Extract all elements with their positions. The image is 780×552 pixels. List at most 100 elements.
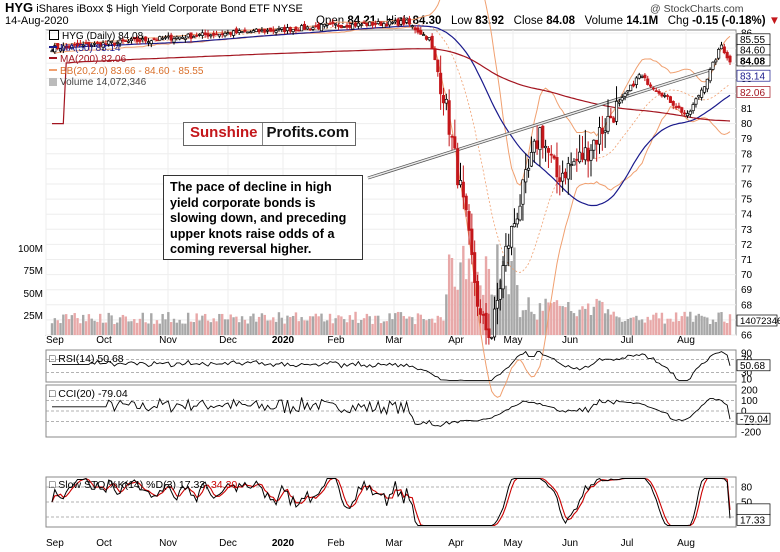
volume-bar	[320, 313, 323, 335]
volume-bar	[82, 314, 85, 335]
price-tick-label: 77	[741, 164, 753, 175]
volume-bar	[348, 315, 352, 335]
volume-bar	[323, 321, 326, 335]
candle-body	[515, 218, 519, 225]
candle-body	[711, 61, 715, 70]
ma50-swatch-icon	[49, 45, 57, 48]
candle-body	[220, 33, 224, 35]
candle-body	[206, 33, 210, 37]
volume-bar	[533, 314, 536, 335]
stoch-label-text: Slow STO %K(14) %D(3) 17.33,	[58, 479, 209, 491]
candle-body	[492, 308, 497, 338]
rsi-label-text: RSI(14) 50.68	[58, 353, 124, 365]
volume-bar	[209, 322, 213, 335]
volume-bar	[255, 321, 258, 335]
volume-bar	[269, 320, 272, 335]
volume-bar	[238, 322, 241, 335]
candle-body	[274, 30, 278, 33]
candle-body	[538, 127, 542, 151]
volume-bar	[677, 321, 681, 335]
candle-body	[461, 181, 465, 198]
candle-body	[702, 86, 707, 93]
volume-bar	[229, 314, 232, 335]
candle-body	[359, 24, 363, 26]
volume-bar	[331, 323, 335, 335]
volume-bar	[717, 312, 720, 335]
price-tick-label: 72	[741, 240, 753, 251]
volume-bar	[399, 312, 403, 335]
candle-body	[365, 22, 369, 26]
candle-body	[84, 42, 88, 45]
candle-body	[478, 308, 482, 315]
candle-body	[121, 39, 125, 42]
volume-bar	[118, 317, 122, 335]
month-tick-label: Dec	[219, 335, 237, 346]
candle-body	[280, 27, 284, 30]
candle-body	[580, 152, 585, 160]
candle-body	[101, 42, 105, 48]
month-tick-label: May	[504, 335, 523, 346]
volume-bar	[666, 318, 669, 335]
month-tick-label: Oct	[96, 335, 112, 346]
value-tag-box	[736, 86, 771, 98]
volume-bar	[144, 322, 147, 335]
rsi-value-box	[736, 359, 771, 372]
volume-bar	[116, 322, 119, 335]
candle-body	[373, 23, 377, 25]
exchange: NYSE	[272, 3, 303, 15]
candle-body	[609, 115, 613, 119]
candle-body	[371, 21, 375, 26]
volume-swatch-icon	[49, 78, 57, 86]
volume-bar	[206, 320, 210, 335]
month-tick-label: Feb	[327, 335, 345, 346]
volume-bar	[121, 314, 125, 335]
month-tick-label: Sep	[46, 335, 64, 346]
candle-body	[683, 112, 687, 115]
candle-body	[300, 25, 304, 32]
volume-bar	[87, 314, 91, 335]
volume-label: Volume	[584, 15, 623, 27]
candle-body	[115, 42, 119, 44]
volume-bar	[598, 300, 601, 335]
volume-bar	[240, 316, 244, 335]
month-tick-label: Feb	[327, 538, 345, 549]
candlesticks	[50, 15, 732, 345]
candle-body	[626, 90, 630, 93]
value-tag-bb_mid: 84.60	[740, 46, 765, 57]
volume-bar	[538, 303, 542, 335]
candle-body	[529, 152, 533, 167]
volume-bar	[683, 311, 686, 335]
volume-bar	[192, 322, 196, 335]
month-tick-label: Jun	[562, 335, 578, 346]
candle-body	[447, 100, 451, 135]
candle-body	[178, 36, 182, 40]
candle-body	[141, 38, 145, 41]
value-tag-box	[736, 69, 771, 82]
volume-bar	[260, 313, 264, 335]
volume-bar	[686, 316, 689, 335]
candle-body	[722, 46, 726, 54]
volume-bar	[657, 318, 661, 335]
volume-bar	[436, 315, 440, 335]
month-tick-label: Mar	[385, 538, 403, 549]
volume-bar	[725, 323, 729, 335]
candle-body	[527, 167, 531, 171]
candle-body	[212, 32, 216, 36]
price-tick-label: 79	[741, 134, 753, 145]
volume-bar	[53, 318, 57, 335]
candle-body	[129, 38, 133, 41]
candle-body	[475, 281, 480, 307]
candle-body	[81, 44, 85, 47]
volume-bar	[289, 317, 292, 335]
volume-bar	[235, 316, 238, 335]
volume-bar	[601, 301, 604, 335]
candle-body	[161, 37, 165, 40]
volume-bar	[76, 318, 79, 335]
candle-body	[546, 148, 550, 153]
cci-tick: 0	[741, 407, 747, 418]
volume-bar	[277, 312, 281, 335]
low-label: Low	[450, 15, 473, 27]
candle-body	[555, 157, 559, 178]
candle-body	[325, 23, 329, 26]
candle-body	[240, 31, 244, 33]
